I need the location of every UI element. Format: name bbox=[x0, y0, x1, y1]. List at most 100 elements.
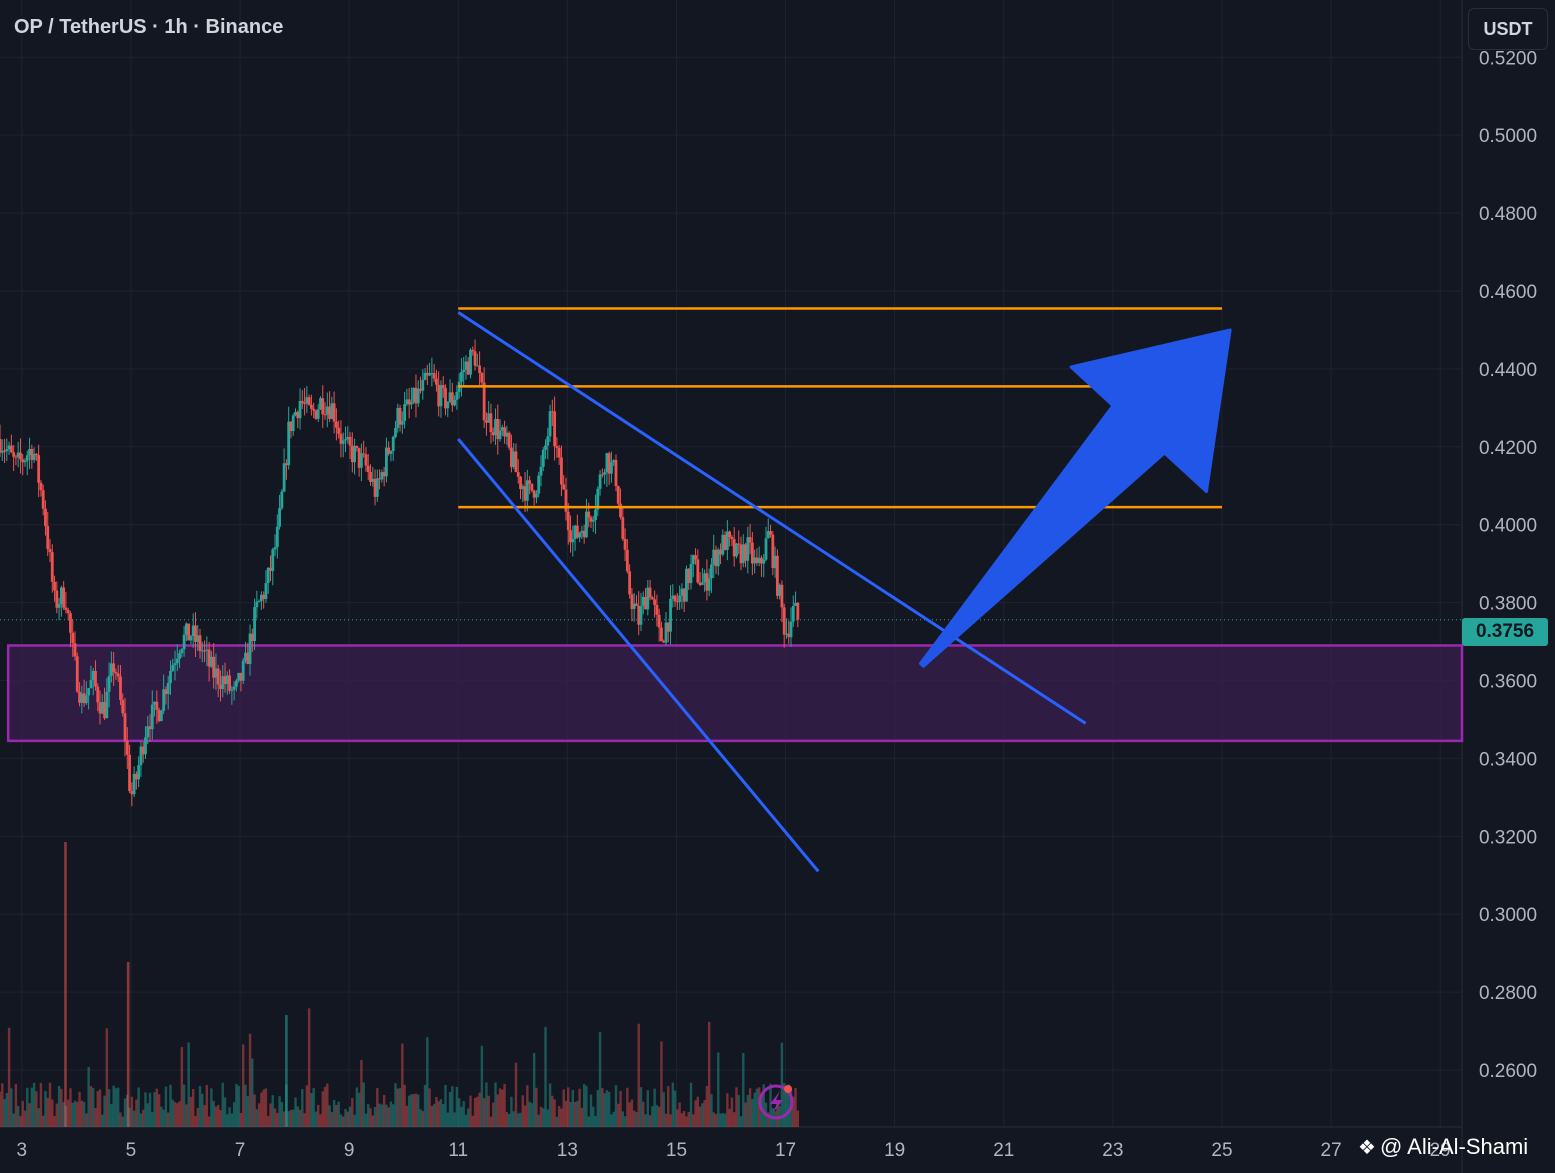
candle-body bbox=[394, 428, 397, 437]
volume-bar bbox=[44, 1091, 47, 1127]
candle-body bbox=[253, 607, 256, 641]
volume-bar bbox=[389, 1101, 393, 1127]
volume-bar bbox=[692, 1114, 695, 1127]
candle-body bbox=[439, 385, 443, 407]
candle-body bbox=[732, 539, 736, 557]
candle-body bbox=[175, 658, 179, 664]
time-tick-label: 23 bbox=[1102, 1140, 1123, 1161]
volume-bar bbox=[269, 1103, 272, 1127]
candle-body bbox=[553, 411, 557, 447]
currency-unit-button[interactable]: USDT bbox=[1468, 8, 1548, 50]
candle-body bbox=[675, 601, 679, 603]
volume-bar bbox=[339, 1114, 343, 1127]
volume-bar bbox=[753, 1092, 756, 1127]
volume-bar bbox=[367, 1104, 370, 1127]
volume-bar bbox=[567, 1087, 570, 1127]
volume-bar bbox=[151, 1112, 154, 1127]
candle-body bbox=[305, 397, 309, 404]
volume-bar bbox=[785, 1091, 788, 1127]
candle-body bbox=[782, 607, 786, 635]
candle-body bbox=[150, 704, 154, 730]
volume-bar bbox=[180, 1047, 184, 1127]
volume-bar bbox=[176, 1103, 179, 1127]
candle-body bbox=[291, 415, 295, 432]
candle-body bbox=[287, 421, 291, 466]
volume-bar bbox=[487, 1095, 490, 1127]
volume-bar bbox=[194, 1115, 197, 1127]
volume-bar bbox=[362, 1082, 365, 1127]
candle-body bbox=[521, 486, 525, 490]
candle-body bbox=[157, 709, 161, 722]
volume-bar bbox=[85, 1113, 88, 1127]
volume-bar bbox=[794, 1087, 797, 1127]
candle-body bbox=[282, 463, 286, 492]
volume-bar bbox=[501, 1089, 504, 1127]
volume-bar bbox=[485, 1082, 488, 1127]
candle-body bbox=[257, 600, 261, 602]
candle-body bbox=[575, 525, 579, 538]
candle-body bbox=[214, 668, 218, 678]
candle-body bbox=[3, 450, 6, 452]
volume-bar bbox=[235, 1083, 238, 1127]
volume-bar bbox=[414, 1093, 418, 1127]
volume-bar bbox=[555, 1116, 559, 1127]
candle-body bbox=[137, 765, 141, 780]
volume-bar bbox=[1, 1083, 4, 1127]
candle-body bbox=[16, 452, 20, 458]
candle-body bbox=[134, 773, 138, 780]
candle-body bbox=[723, 534, 727, 550]
candle-body bbox=[116, 673, 120, 677]
volume-bar bbox=[10, 1088, 13, 1127]
candle-body bbox=[432, 373, 436, 379]
volume-bar bbox=[135, 1099, 138, 1127]
volume-bar bbox=[721, 1113, 725, 1127]
candle-body bbox=[700, 582, 704, 585]
candle-body bbox=[412, 387, 416, 403]
volume-bar bbox=[205, 1085, 209, 1127]
volume-bar bbox=[189, 1096, 193, 1127]
volume-bar bbox=[321, 1091, 324, 1127]
candle-body bbox=[403, 404, 406, 421]
price-tick-label: 0.2800 bbox=[1479, 983, 1537, 1004]
volume-bar bbox=[669, 1114, 672, 1127]
candle-body bbox=[560, 457, 563, 485]
candle-body bbox=[494, 418, 497, 436]
candle-body bbox=[655, 604, 659, 615]
candle-body bbox=[259, 594, 263, 601]
candle-body bbox=[462, 369, 466, 373]
volume-bar bbox=[221, 1082, 224, 1127]
lightning-icon[interactable] bbox=[758, 1084, 794, 1120]
candle-body bbox=[416, 388, 420, 404]
candle-body bbox=[212, 656, 216, 678]
volume-bar bbox=[348, 1106, 352, 1127]
volume-bar bbox=[632, 1110, 636, 1127]
candle-body bbox=[266, 567, 270, 584]
volume-bar bbox=[667, 1086, 670, 1127]
candle-body bbox=[666, 622, 670, 632]
volume-bar bbox=[396, 1088, 399, 1127]
candle-body bbox=[657, 614, 661, 628]
volume-bar bbox=[723, 1113, 727, 1127]
candle-body bbox=[405, 399, 409, 405]
volume-bar bbox=[98, 1089, 102, 1127]
candle-body bbox=[14, 456, 18, 458]
candle-body bbox=[475, 365, 479, 367]
volume-bar bbox=[423, 1084, 427, 1127]
candle-body bbox=[269, 567, 272, 571]
candle-body bbox=[612, 460, 616, 463]
candle-body bbox=[685, 568, 688, 602]
volume-bar bbox=[169, 1084, 172, 1127]
volume-bar bbox=[728, 1108, 731, 1127]
volume-bar bbox=[621, 1111, 625, 1127]
volume-bar bbox=[173, 1101, 177, 1127]
volume-bar bbox=[644, 1114, 647, 1127]
candle-body bbox=[696, 559, 700, 583]
volume-bar bbox=[292, 1109, 295, 1127]
volume-bar bbox=[592, 1106, 595, 1127]
candle-body bbox=[19, 452, 22, 460]
candle-body bbox=[641, 596, 645, 606]
volume-bar bbox=[60, 1088, 63, 1127]
candle-body bbox=[200, 650, 204, 652]
volume-bar bbox=[512, 1111, 515, 1127]
